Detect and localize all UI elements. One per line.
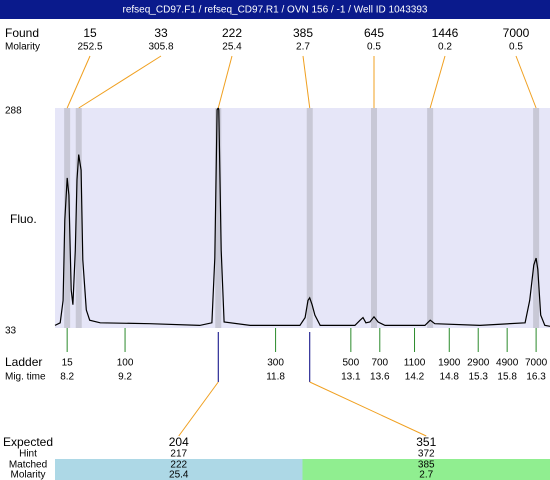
match-connector	[178, 381, 219, 437]
matched-band	[55, 459, 303, 480]
found-connector	[429, 55, 446, 109]
found-size: 15	[83, 26, 97, 40]
found-size: 385	[293, 26, 313, 40]
expected-matched: 222	[170, 460, 187, 471]
found-connector	[78, 55, 162, 109]
expected-matched: 385	[418, 460, 435, 471]
found-molarity: 0.5	[509, 42, 523, 53]
found-molarity: 0.2	[438, 42, 452, 53]
matched-band	[302, 459, 550, 480]
ladder-size: 1100	[404, 358, 426, 369]
ladder-time: 15.8	[497, 372, 517, 383]
expected-expected: 204	[169, 435, 189, 449]
found-connector	[217, 55, 233, 109]
y-axis-label: Fluo.	[10, 212, 37, 226]
found-size: 7000	[503, 26, 530, 40]
expected-row-label: Molarity	[10, 470, 45, 480]
y-tick-label: 33	[5, 326, 17, 337]
ladder-time: 14.2	[405, 372, 425, 383]
peak-band	[371, 108, 377, 328]
plot-area	[55, 108, 550, 328]
ladder-size: 15	[62, 358, 74, 369]
ladder-time: 11.8	[266, 372, 285, 383]
found-molarity: 2.7	[296, 42, 310, 53]
expected-molarity: 25.4	[169, 470, 189, 480]
expected-hint: 372	[418, 449, 435, 460]
ladder-size: 2900	[467, 358, 490, 369]
trace	[54, 106, 550, 327]
peak-band	[533, 108, 540, 328]
expected-row-label: Hint	[19, 449, 37, 460]
found-size: 645	[364, 26, 384, 40]
found-size: 222	[222, 26, 242, 40]
ladder-size: 500	[342, 358, 359, 369]
peak-band	[427, 108, 434, 328]
ladder-time: 16.3	[526, 372, 546, 383]
ladder-label: Ladder	[5, 355, 42, 369]
ladder-time: 8.2	[60, 372, 74, 383]
ladder-time: 13.6	[370, 372, 390, 383]
ladder-size: 7000	[525, 358, 548, 369]
expected-row-label: Expected	[3, 435, 53, 449]
ladder-size: 1900	[438, 358, 461, 369]
peak-band	[64, 108, 71, 328]
ladder-size: 700	[371, 358, 388, 369]
peak-band	[306, 108, 313, 328]
title: refseq_CD97.F1 / refseq_CD97.R1 / OVN 15…	[123, 5, 428, 16]
ladder-time: 13.1	[341, 372, 361, 383]
match-connector	[309, 381, 427, 437]
expected-expected: 351	[416, 435, 436, 449]
ladder-time: 14.8	[440, 372, 460, 383]
found-molarity: 25.4	[222, 42, 242, 53]
found-label: Found	[5, 26, 39, 40]
peak-band	[215, 108, 222, 328]
found-connector	[515, 55, 537, 109]
ladder-time: 15.3	[468, 372, 488, 383]
peak-band	[75, 108, 82, 328]
found-connector	[302, 55, 311, 109]
found-size: 1446	[432, 26, 459, 40]
expected-hint: 217	[170, 449, 187, 460]
found-size: 33	[154, 26, 168, 40]
ladder-size: 100	[117, 358, 134, 369]
found-molarity: 252.5	[77, 42, 102, 53]
found-connector	[66, 55, 91, 109]
title-bar	[0, 0, 550, 19]
mig-time-label: Mig. time	[5, 372, 46, 383]
expected-row-label: Matched	[9, 460, 47, 471]
found-molarity: 0.5	[367, 42, 381, 53]
found-molarity: 305.8	[148, 42, 173, 53]
molarity-label: Molarity	[5, 42, 40, 53]
expected-molarity: 2.7	[419, 470, 433, 480]
ladder-time: 9.2	[118, 372, 132, 383]
y-tick-label: 288	[5, 106, 22, 117]
ladder-size: 4900	[496, 358, 519, 369]
ladder-size: 300	[267, 358, 284, 369]
